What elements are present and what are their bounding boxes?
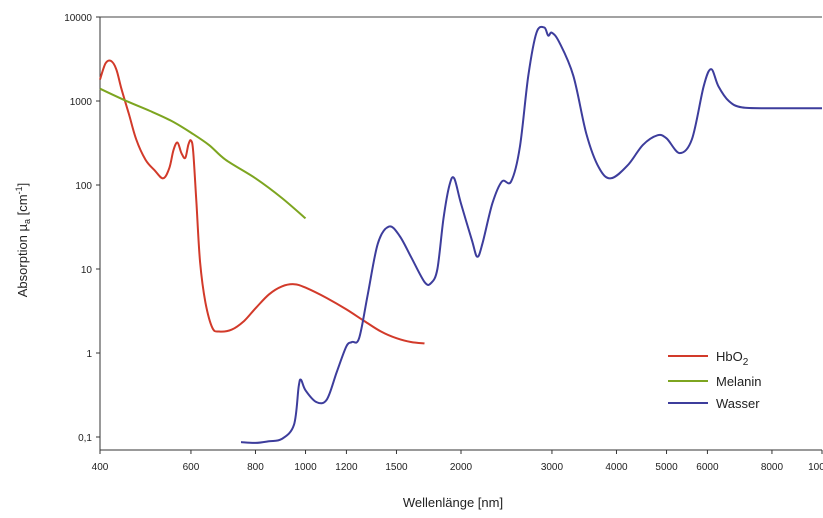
- y-tick-label: 1: [86, 349, 92, 360]
- series-lines: [99, 25, 822, 444]
- x-tick-label: 2000: [450, 462, 473, 473]
- y-axis-ticks: 0,1 1 10 100 1000 10000: [64, 13, 100, 444]
- x-tick-label: 1200: [335, 462, 358, 473]
- legend: HbO2 Melanin Wasser: [668, 349, 762, 411]
- x-tick-label: 3000: [541, 462, 564, 473]
- x-tick-label: 10000: [808, 462, 823, 473]
- series-melanin-line: [99, 87, 307, 220]
- series-wasser-line: [240, 25, 822, 444]
- x-tick-label: 8000: [761, 462, 784, 473]
- y-axis-title: Absorption µa [cm-1]: [14, 183, 32, 297]
- series-hbo2-line: [99, 59, 425, 345]
- x-tick-label: 4000: [605, 462, 628, 473]
- x-tick-label: 1500: [385, 462, 408, 473]
- y-tick-label: 0,1: [78, 433, 92, 444]
- x-tick-label: 6000: [696, 462, 719, 473]
- legend-label-wasser: Wasser: [716, 396, 760, 411]
- plot-frame: [99, 16, 822, 451]
- legend-label-hbo2: HbO2: [716, 349, 749, 368]
- y-tick-label: 10000: [64, 13, 92, 24]
- x-tick-label: 5000: [655, 462, 678, 473]
- x-tick-label: 600: [183, 462, 200, 473]
- y-tick-label: 10: [81, 265, 93, 276]
- x-tick-label: 400: [92, 462, 109, 473]
- y-tick-label: 1000: [70, 97, 93, 108]
- y-tick-label: 100: [75, 181, 92, 192]
- legend-label-melanin: Melanin: [716, 374, 762, 389]
- x-axis-title: Wellenlänge [nm]: [403, 495, 503, 510]
- x-tick-label: 800: [247, 462, 264, 473]
- x-tick-label: 1000: [294, 462, 317, 473]
- x-axis-ticks: 400 600 800 1000 1200 1500 2000 3000 4000 5000 600…: [92, 450, 823, 473]
